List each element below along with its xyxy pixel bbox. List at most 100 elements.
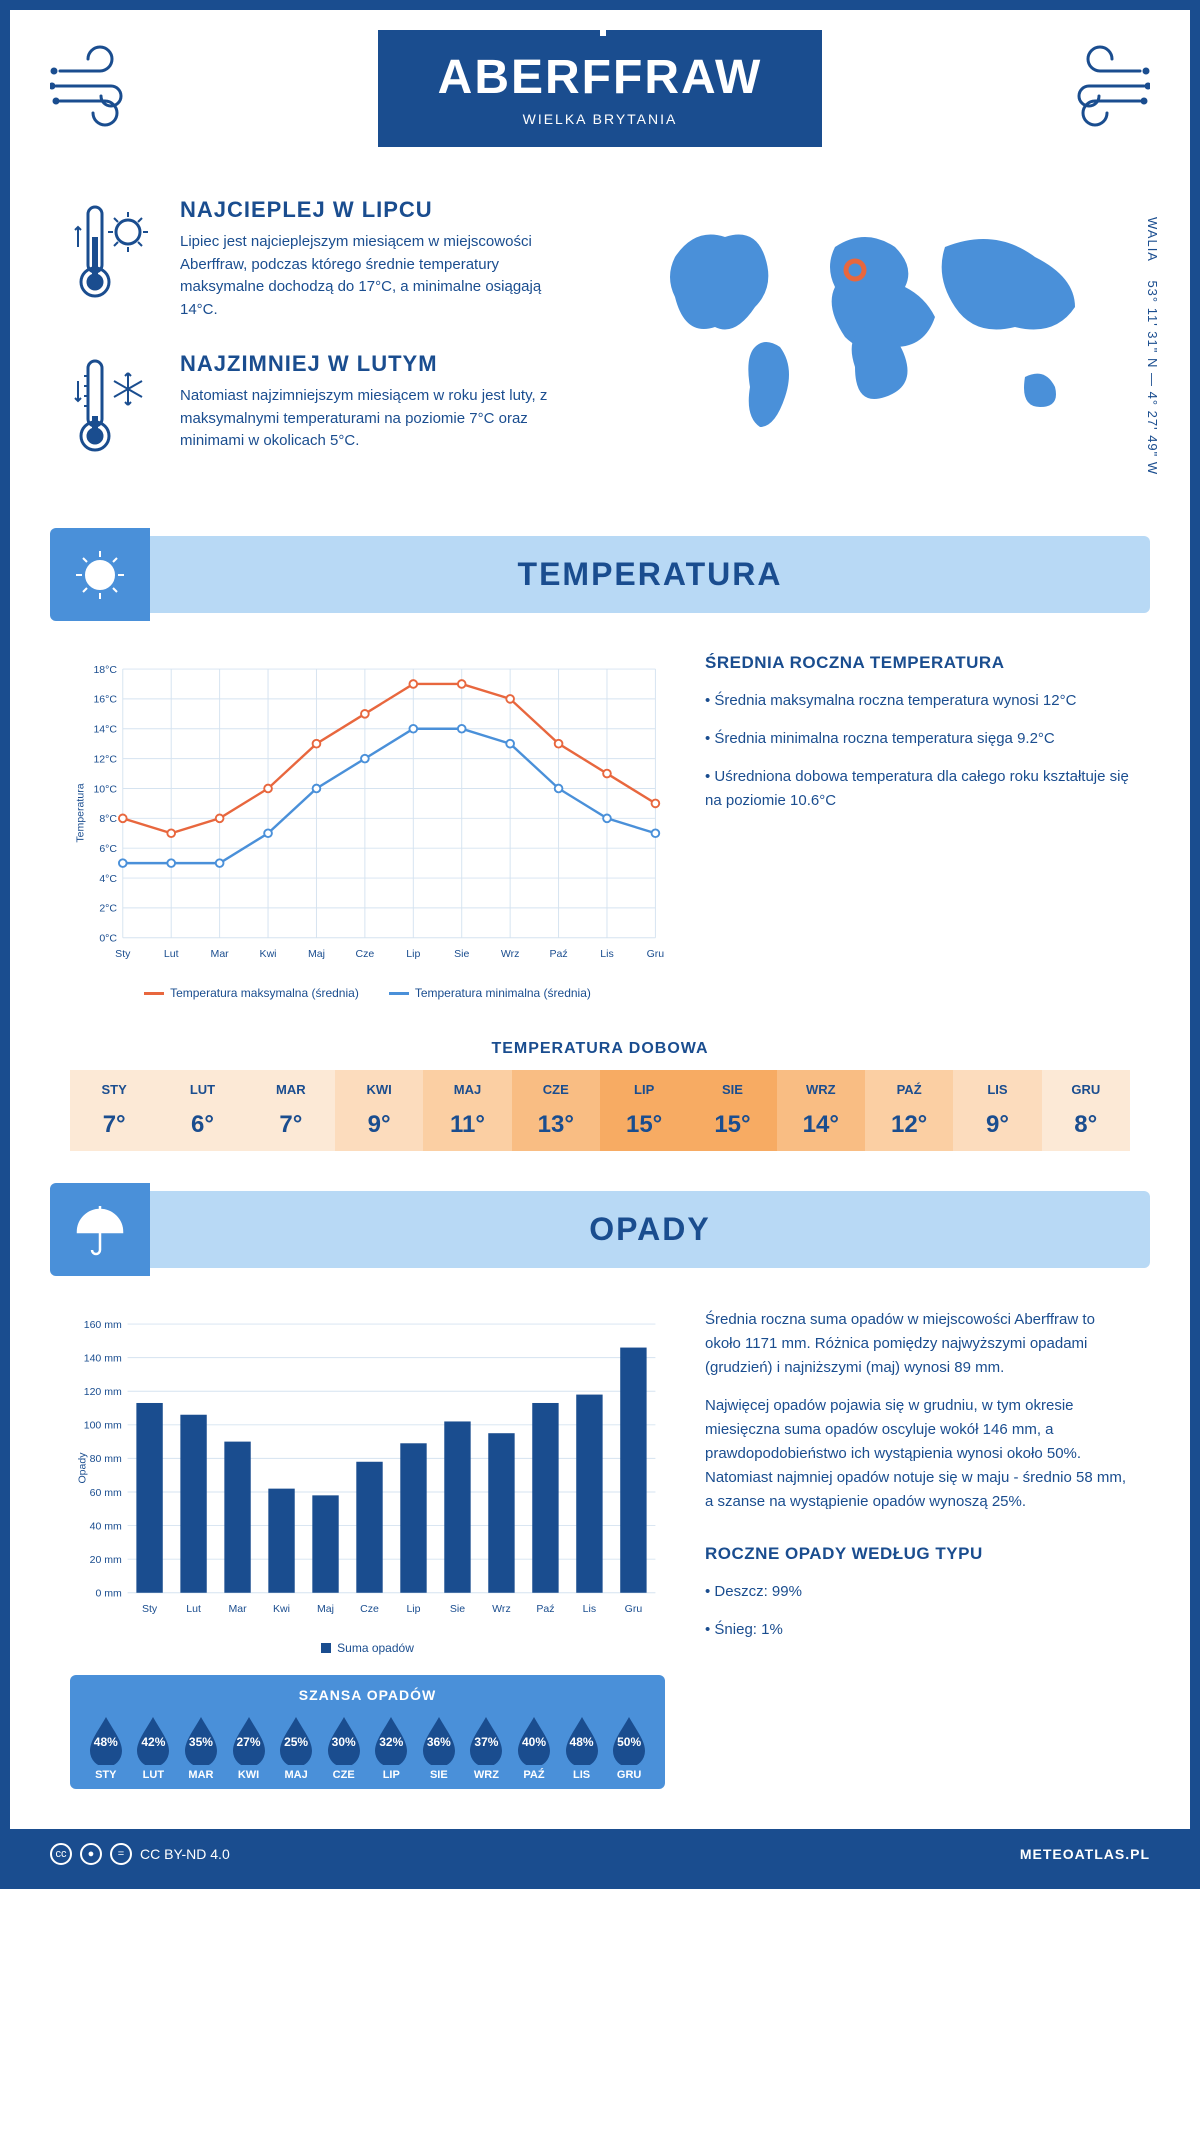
temperature-section-header: TEMPERATURA — [50, 536, 1150, 613]
rain-chance-cell: 37%WRZ — [463, 1713, 511, 1781]
temperature-line-chart: 0°C2°C4°C6°C8°C10°C12°C14°C16°C18°CStyLu… — [70, 653, 665, 973]
rain-chance-title: SZANSA OPADÓW — [78, 1687, 657, 1703]
svg-text:Sie: Sie — [454, 948, 469, 960]
svg-text:Lut: Lut — [186, 1603, 201, 1615]
sun-icon — [50, 528, 150, 621]
temp-stat-1: • Średnia maksymalna roczna temperatura … — [705, 689, 1130, 713]
svg-text:Wrz: Wrz — [501, 948, 520, 960]
svg-text:Lis: Lis — [583, 1603, 596, 1615]
by-icon: ● — [80, 1843, 102, 1865]
page-title: ABERFFRAW — [438, 50, 763, 105]
svg-text:12°C: 12°C — [93, 753, 117, 765]
svg-text:Lip: Lip — [406, 948, 420, 960]
svg-text:18°C: 18°C — [93, 664, 117, 676]
svg-text:Paź: Paź — [536, 1603, 554, 1615]
coords-value: 53° 11' 31" N — 4° 27' 49" W — [1145, 280, 1160, 475]
nd-icon: = — [110, 1843, 132, 1865]
precip-para-1: Średnia roczna suma opadów w miejscowośc… — [705, 1308, 1130, 1380]
legend-max: Temperatura maksymalna (średnia) — [144, 986, 359, 1000]
precipitation-section-header: OPADY — [50, 1191, 1150, 1268]
daily-temperature-table: STY7°LUT6°MAR7°KWI9°MAJ11°CZE13°LIP15°SI… — [70, 1070, 1130, 1151]
temp-cell: LIS9° — [953, 1070, 1041, 1151]
rain-chance-cell: 36%SIE — [415, 1713, 463, 1781]
fact-cold-body: Natomiast najzimniejszym miesiącem w rok… — [180, 385, 580, 453]
temp-cell: LUT6° — [158, 1070, 246, 1151]
temp-cell: STY7° — [70, 1070, 158, 1151]
world-map-icon — [620, 197, 1130, 457]
region-label: WALIA — [1145, 217, 1160, 262]
temp-cell: MAR7° — [247, 1070, 335, 1151]
temperature-title: TEMPERATURA — [170, 556, 1130, 593]
svg-text:100 mm: 100 mm — [84, 1420, 122, 1432]
precipitation-chart-col: 0 mm20 mm40 mm60 mm80 mm100 mm120 mm140 … — [70, 1308, 665, 1789]
svg-text:10°C: 10°C — [93, 783, 117, 795]
precip-snow: • Śnieg: 1% — [705, 1618, 1130, 1642]
coordinates-label: WALIA 53° 11' 31" N — 4° 27' 49" W — [1145, 217, 1160, 475]
svg-text:160 mm: 160 mm — [84, 1319, 122, 1331]
svg-text:0°C: 0°C — [99, 933, 117, 945]
temp-stats-title: ŚREDNIA ROCZNA TEMPERATURA — [705, 653, 1130, 673]
legend-min: Temperatura minimalna (średnia) — [389, 986, 591, 1000]
svg-text:Cze: Cze — [360, 1603, 379, 1615]
fact-warm-body: Lipiec jest najcieplejszym miesiącem w m… — [180, 231, 580, 321]
site-name: METEOATLAS.PL — [1020, 1846, 1150, 1862]
rain-chance-cell: 35%MAR — [177, 1713, 225, 1781]
rain-chance-block: SZANSA OPADÓW 48%STY42%LUT35%MAR27%KWI25… — [70, 1675, 665, 1789]
temp-cell: SIE15° — [688, 1070, 776, 1151]
rain-chance-cell: 30%CZE — [320, 1713, 368, 1781]
svg-text:Sie: Sie — [450, 1603, 465, 1615]
svg-text:20 mm: 20 mm — [90, 1554, 122, 1566]
svg-text:Lut: Lut — [164, 948, 179, 960]
svg-text:Paź: Paź — [549, 948, 567, 960]
precip-rain: • Deszcz: 99% — [705, 1580, 1130, 1604]
precip-type-title: ROCZNE OPADY WEDŁUG TYPU — [705, 1544, 1130, 1564]
rain-chance-cell: 48%LIS — [558, 1713, 606, 1781]
precipitation-content: 0 mm20 mm40 mm60 mm80 mm100 mm120 mm140 … — [10, 1268, 1190, 1829]
temperature-chart-col: 0°C2°C4°C6°C8°C10°C12°C14°C16°C18°CStyLu… — [70, 653, 665, 1000]
legend-precip: Suma opadów — [321, 1641, 414, 1655]
precipitation-bar-chart: 0 mm20 mm40 mm60 mm80 mm100 mm120 mm140 … — [70, 1308, 665, 1628]
page: ABERFFRAW WIELKA BRYTANIA — [0, 0, 1200, 1889]
fact-warm-text: NAJCIEPLEJ W LIPCU Lipiec jest najcieple… — [180, 197, 580, 321]
svg-text:Gru: Gru — [625, 1603, 643, 1615]
temp-cell: WRZ14° — [777, 1070, 865, 1151]
fact-coldest: NAJZIMNIEJ W LUTYM Natomiast najzimniejs… — [70, 351, 580, 466]
svg-text:Opady: Opady — [76, 1452, 88, 1484]
rain-chance-cell: 42%LUT — [130, 1713, 178, 1781]
rain-chance-cell: 50%GRU — [605, 1713, 653, 1781]
svg-text:8°C: 8°C — [99, 813, 117, 825]
temperature-legend: Temperatura maksymalna (średnia) Tempera… — [70, 986, 665, 1000]
temp-cell: CZE13° — [512, 1070, 600, 1151]
map-column: WALIA 53° 11' 31" N — 4° 27' 49" W — [620, 197, 1130, 496]
svg-text:2°C: 2°C — [99, 903, 117, 915]
svg-text:120 mm: 120 mm — [84, 1386, 122, 1398]
svg-text:80 mm: 80 mm — [90, 1453, 122, 1465]
temp-cell: LIP15° — [600, 1070, 688, 1151]
svg-text:Sty: Sty — [115, 948, 131, 960]
temperature-stats: ŚREDNIA ROCZNA TEMPERATURA • Średnia mak… — [705, 653, 1130, 1000]
svg-text:14°C: 14°C — [93, 724, 117, 736]
svg-text:Kwi: Kwi — [260, 948, 277, 960]
license-block: cc ● = CC BY-ND 4.0 — [50, 1843, 230, 1865]
wind-icon-left — [50, 41, 160, 136]
svg-text:140 mm: 140 mm — [84, 1352, 122, 1364]
facts-column: NAJCIEPLEJ W LIPCU Lipiec jest najcieple… — [70, 197, 580, 496]
temp-cell: GRU8° — [1042, 1070, 1130, 1151]
fact-warm-title: NAJCIEPLEJ W LIPCU — [180, 197, 580, 223]
wind-icon-right — [1040, 41, 1150, 136]
fact-warmest: NAJCIEPLEJ W LIPCU Lipiec jest najcieple… — [70, 197, 580, 321]
svg-text:Wrz: Wrz — [492, 1603, 511, 1615]
rain-chance-cell: 25%MAJ — [272, 1713, 320, 1781]
rain-chance-cell: 27%KWI — [225, 1713, 273, 1781]
temp-stat-2: • Średnia minimalna roczna temperatura s… — [705, 727, 1130, 751]
license-text: CC BY-ND 4.0 — [140, 1846, 230, 1862]
svg-text:60 mm: 60 mm — [90, 1487, 122, 1499]
temperature-content: 0°C2°C4°C6°C8°C10°C12°C14°C16°C18°CStyLu… — [10, 613, 1190, 1040]
temp-cell: MAJ11° — [423, 1070, 511, 1151]
precipitation-title: OPADY — [170, 1211, 1130, 1248]
svg-text:6°C: 6°C — [99, 843, 117, 855]
svg-text:4°C: 4°C — [99, 873, 117, 885]
rain-chance-row: 48%STY42%LUT35%MAR27%KWI25%MAJ30%CZE32%L… — [78, 1713, 657, 1781]
rain-chance-cell: 40%PAŹ — [510, 1713, 558, 1781]
page-subtitle: WIELKA BRYTANIA — [438, 111, 763, 127]
